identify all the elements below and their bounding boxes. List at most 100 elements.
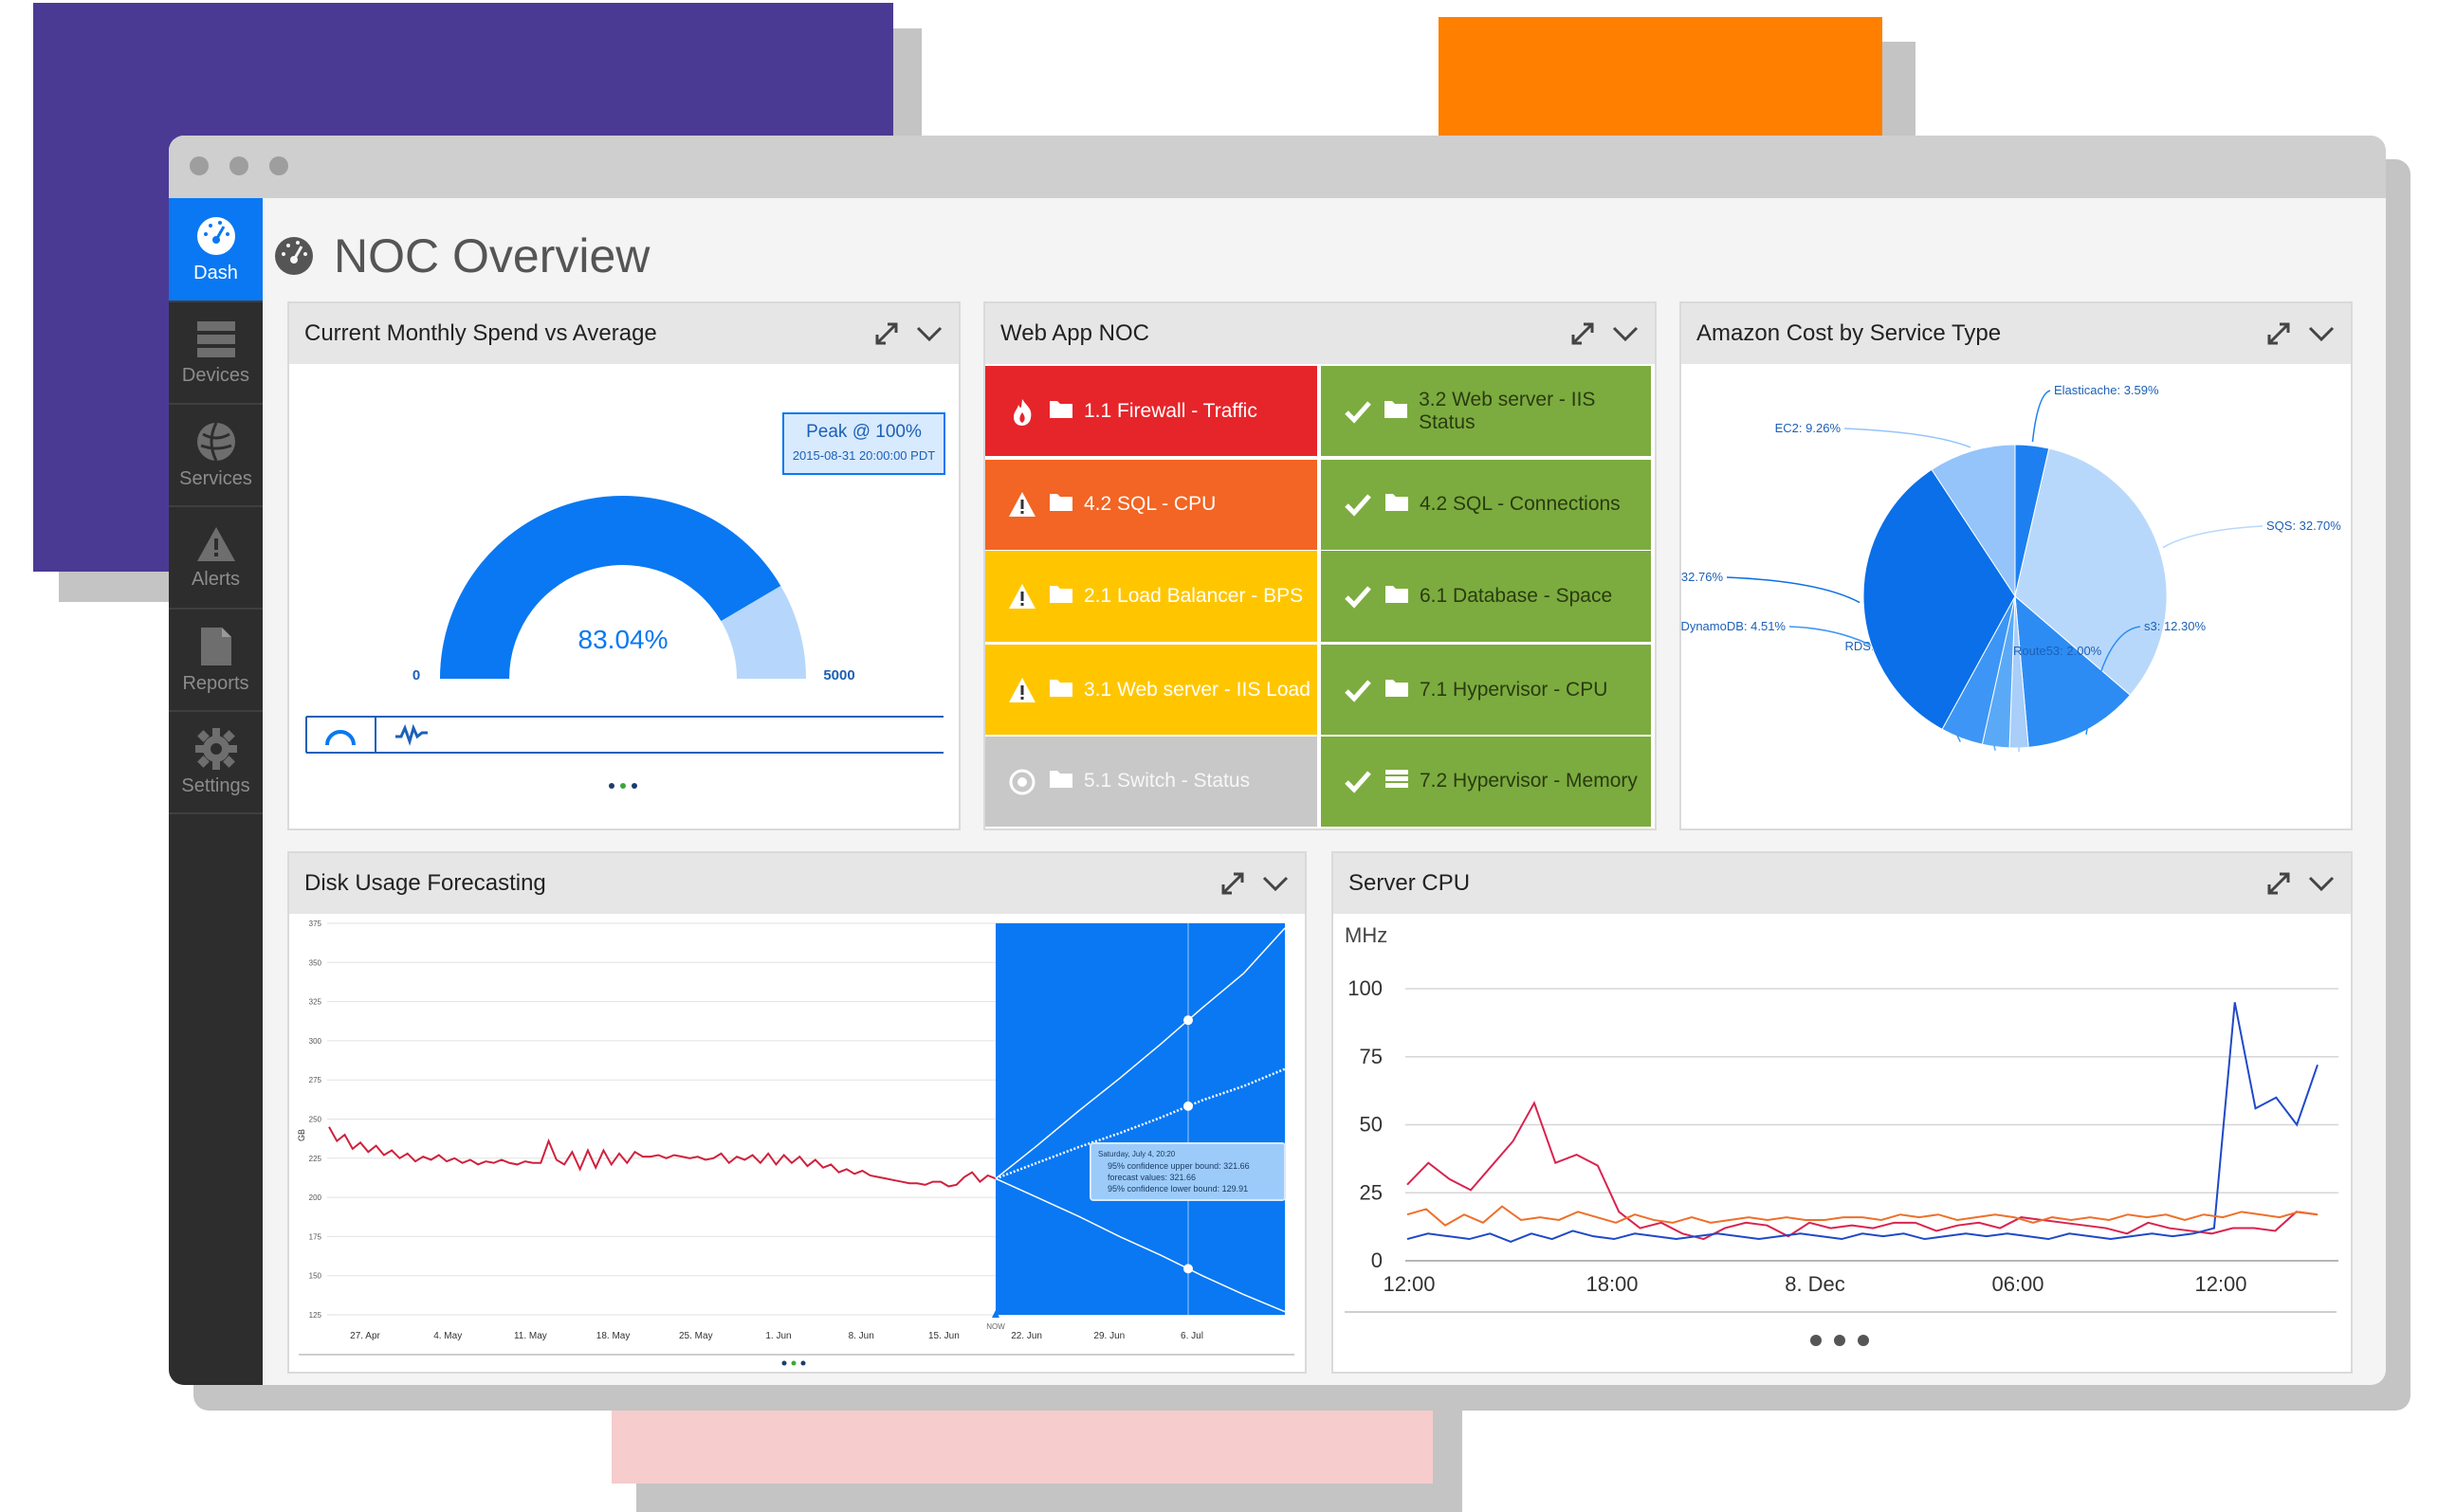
amazon-panel: Amazon Cost by Service Type Elasticache:… xyxy=(1650,301,2353,830)
x-tick-label: 18. May xyxy=(596,1331,631,1341)
trend-view-icon[interactable] xyxy=(395,723,428,746)
pager-dot[interactable] xyxy=(781,1360,787,1366)
gauge-max-label: 5000 xyxy=(823,667,854,683)
sidebar-item-devices[interactable]: Devices xyxy=(169,302,263,405)
noc-tile[interactable]: 6.1 Database - Space xyxy=(1321,551,1651,642)
folder-icon xyxy=(1048,674,1074,706)
forecast-point[interactable] xyxy=(1183,1264,1193,1274)
pager-dot[interactable] xyxy=(1810,1335,1822,1346)
sidebar: Dash Devices Services Alerts Reports Set… xyxy=(169,198,263,1385)
pager-dot[interactable] xyxy=(1858,1335,1869,1346)
x-tick-label: 27. Apr xyxy=(350,1331,380,1341)
check-icon xyxy=(1342,676,1374,704)
x-tick-label: 25. May xyxy=(679,1331,713,1341)
sidebar-item-settings[interactable]: Settings xyxy=(169,712,263,814)
expand-icon[interactable] xyxy=(2265,320,2292,347)
expand-icon[interactable] xyxy=(873,320,900,347)
page-title: NOC Overview xyxy=(273,228,650,283)
noc-tile[interactable]: 3.1 Web server - IIS Load xyxy=(985,644,1317,736)
server-icon xyxy=(1384,765,1410,797)
pager-dot[interactable] xyxy=(609,783,614,789)
peak-tooltip-label: Peak @ 100% xyxy=(806,422,922,442)
chevron-down-icon[interactable] xyxy=(915,320,944,347)
noc-tile[interactable]: 7.1 Hypervisor - CPU xyxy=(1321,644,1651,736)
folder-icon xyxy=(1384,580,1410,612)
sidebar-item-label: Settings xyxy=(181,774,250,796)
forecast-lower-line xyxy=(995,1177,1286,1313)
window-close-dot[interactable] xyxy=(190,156,209,175)
pie-slice[interactable] xyxy=(2014,594,2132,748)
pie-slice-label: Route53: 2.00% xyxy=(2013,644,2102,658)
gauge-min-label: 0 xyxy=(412,667,420,683)
sidebar-item-dash[interactable]: Dash xyxy=(169,198,263,302)
x-tick-label: 1. Jun xyxy=(765,1331,791,1341)
sidebar-item-label: Dash xyxy=(193,262,238,283)
noc-tile[interactable]: 4.2 SQL - CPU xyxy=(985,459,1317,550)
sidebar-item-label: Alerts xyxy=(191,568,241,590)
y-tick-label: 350 xyxy=(309,958,322,967)
sidebar-item-services[interactable]: Services xyxy=(169,405,263,507)
pie-slice[interactable] xyxy=(2014,447,2168,696)
expand-icon[interactable] xyxy=(1219,870,1246,897)
panel-title: Server CPU xyxy=(1348,870,1471,896)
chevron-down-icon[interactable] xyxy=(1261,870,1290,897)
warning-icon xyxy=(196,526,235,561)
cpu-series-line xyxy=(1406,1205,2319,1227)
x-tick-label: 6. Jul xyxy=(1181,1331,1203,1341)
window-maximize-dot[interactable] xyxy=(269,156,288,175)
sidebar-item-label: Devices xyxy=(181,364,250,386)
y-axis-label: GB xyxy=(297,1129,306,1141)
fire-icon xyxy=(1006,397,1038,426)
pie-slice[interactable] xyxy=(1862,468,2016,730)
forecast-point[interactable] xyxy=(1183,1015,1193,1026)
tile-label: 4.2 SQL - Connections xyxy=(1420,493,1621,516)
expand-icon[interactable] xyxy=(2265,870,2292,897)
chevron-down-icon[interactable] xyxy=(2307,320,2336,347)
folder-icon xyxy=(1384,674,1410,706)
pager-dot[interactable] xyxy=(800,1360,806,1366)
folder-icon xyxy=(1384,488,1410,520)
forecast-upper-line xyxy=(995,927,1286,1179)
forecast-point[interactable] xyxy=(1183,1101,1193,1111)
pie-slice-label: s3: 12.30% xyxy=(2144,619,2206,633)
tile-label: 2.1 Load Balancer - BPS xyxy=(1084,584,1304,607)
noc-tile[interactable]: 2.1 Load Balancer - BPS xyxy=(985,551,1317,642)
chevron-down-icon[interactable] xyxy=(1611,320,1640,347)
panel-title: Web App NOC xyxy=(1000,320,1149,346)
gauge-view-icon[interactable] xyxy=(325,730,356,746)
x-tick-label: 06:00 xyxy=(1991,1272,2044,1296)
warning-icon xyxy=(1006,676,1038,704)
peak-tooltip-time: 2015-08-31 20:00:00 PDT xyxy=(793,448,935,463)
y-tick-label: 225 xyxy=(309,1155,322,1163)
pie-label-connector xyxy=(2085,626,2141,735)
noc-tile[interactable]: 7.2 Hypervisor - Memory xyxy=(1321,736,1651,827)
pager-dot[interactable] xyxy=(1834,1335,1845,1346)
tooltip-date: Saturday, July 4, 20:20 xyxy=(1098,1150,1176,1158)
y-tick-label: 100 xyxy=(1347,976,1383,1000)
pager-dot[interactable] xyxy=(791,1360,797,1366)
sidebar-item-reports[interactable]: Reports xyxy=(169,610,263,712)
gauge-chart: 83.04% 0 5000 Peak @ 100% 2015-08-31 20:… xyxy=(305,412,945,789)
check-icon xyxy=(1342,767,1374,795)
x-tick-label: 18:00 xyxy=(1585,1272,1638,1296)
pie-slice[interactable] xyxy=(1931,444,2016,598)
forecast-region xyxy=(996,923,1285,1315)
folder-icon xyxy=(1383,395,1409,428)
noc-tile[interactable]: 4.2 SQL - Connections xyxy=(1321,459,1651,550)
expand-icon[interactable] xyxy=(1569,320,1596,347)
check-icon xyxy=(1342,490,1374,519)
noc-tile[interactable]: 5.1 Switch - Status xyxy=(985,736,1317,827)
pie-slice-label: SQS: 32.70% xyxy=(2266,519,2341,533)
window-minimize-dot[interactable] xyxy=(229,156,248,175)
x-tick-label: 8. Dec xyxy=(1785,1272,1845,1296)
noc-tile[interactable]: 3.2 Web server - IIS Status xyxy=(1321,366,1651,457)
pie-slice-label: EBS: 32.76% xyxy=(1681,570,1723,584)
sidebar-item-alerts[interactable]: Alerts xyxy=(169,507,263,610)
chevron-down-icon[interactable] xyxy=(2307,870,2336,897)
tooltip-forecast: forecast values: 321.66 xyxy=(1108,1173,1196,1182)
pager-dot[interactable] xyxy=(620,783,626,789)
pager-dot[interactable] xyxy=(632,783,637,789)
noc-tile[interactable]: 1.1 Firewall - Traffic xyxy=(985,366,1317,457)
disk-panel: Disk Usage Forecasting 125 150 175 200 225 25… xyxy=(287,851,1307,1374)
pie-label-connector xyxy=(1843,428,1971,448)
